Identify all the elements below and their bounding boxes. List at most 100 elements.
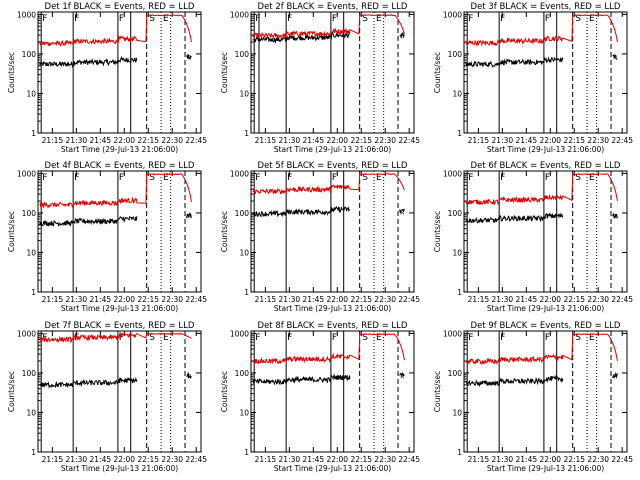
panel-5-xtick-label: 21:30 <box>279 295 301 304</box>
panel-6-ylabel: Counts/sec <box>433 211 442 252</box>
panel-9-ytick-label: 100 <box>448 369 463 378</box>
panel-6-ytick-label: 1000 <box>443 169 462 178</box>
panel-1-marker-F: F <box>74 14 79 24</box>
panel-8-xtick-label: 21:30 <box>279 455 301 464</box>
panel-3-frame <box>463 11 628 134</box>
panel-9-xtick-label: 21:30 <box>492 455 514 464</box>
panel-4-series-lld <box>39 173 192 209</box>
panel-7-xtick-label: 21:30 <box>66 455 88 464</box>
panel-6-marker-S: S <box>575 173 581 183</box>
panel-4-xtick-label: 21:15 <box>42 295 64 304</box>
panel-5-marker-R: R <box>400 209 404 216</box>
panel-2-xtick-label: 22:30 <box>374 136 396 145</box>
panel-2-series-events-tail <box>399 31 405 40</box>
panel-2-marker-F: F <box>332 14 337 24</box>
panel-4-ytick-label: 1 <box>31 288 36 297</box>
panel-5-ytick-label: 10 <box>239 248 249 257</box>
panel-2-ytick-label: 1000 <box>230 10 249 19</box>
panel-8-ytick-label: 1 <box>244 448 249 457</box>
panel-8-xtick-label: 22:15 <box>350 455 372 464</box>
panel-3-xtick-label: 21:30 <box>492 136 514 145</box>
panel-4-xtick-label: 22:15 <box>137 295 159 304</box>
panel-7-xtick-label: 22:15 <box>137 455 159 464</box>
panel-7-xtick-label: 22:00 <box>113 455 135 464</box>
panel-3-xtick-label: 22:30 <box>587 136 609 145</box>
panel-3-xtick-label: 21:45 <box>516 136 538 145</box>
panel-9-xtick-label: 22:30 <box>587 455 609 464</box>
panel-5-marker-F: F <box>287 173 292 183</box>
panel-3-series-lld <box>465 14 618 47</box>
panel-6-xtick-label: 22:45 <box>611 295 633 304</box>
panel-6-ytick-label: 10 <box>452 248 462 257</box>
panel-2-series-lld <box>252 14 405 40</box>
panel-8-ytick-label: 10 <box>239 408 249 417</box>
panel-9-series-lld <box>465 333 618 365</box>
panel-4-marker-F: F <box>42 173 47 183</box>
panel-1-xtick-label: 22:15 <box>137 136 159 145</box>
panel-9-ytick-label: 10 <box>452 408 462 417</box>
panel-4-ylabel: Counts/sec <box>7 211 16 252</box>
panel-3-ytick-label: 1000 <box>443 10 462 19</box>
panel-1-xlabel: Start Time (29-Jul-13 21:06:00) <box>61 145 178 154</box>
panel-5-xtick-label: 22:30 <box>374 295 396 304</box>
panel-3-xtick-label: 22:15 <box>563 136 585 145</box>
panel-7-ytick-label: 1 <box>31 448 36 457</box>
panel-4-xtick-label: 22:30 <box>161 295 183 304</box>
panel-1-ytick-label: 100 <box>22 50 37 59</box>
panel-9-series-events <box>465 374 564 388</box>
panel-9-marker-E: E <box>589 333 595 343</box>
panel-6-marker-E: E <box>589 173 595 183</box>
panel-5-frame <box>250 170 415 293</box>
panel-5-xtick-label: 22:00 <box>326 295 348 304</box>
panel-6-ytick-label: 1 <box>457 288 462 297</box>
panel-9-frame <box>463 330 628 453</box>
panel-4-ytick-label: 100 <box>22 209 37 218</box>
panel-8-xtick-label: 22:45 <box>398 455 420 464</box>
panel-5-series-events <box>252 205 351 218</box>
panel-1-ytick-label: 10 <box>26 89 36 98</box>
panel-9-xlabel: Start Time (29-Jul-13 21:06:00) <box>487 464 604 473</box>
panel-3-ytick-label: 10 <box>452 89 462 98</box>
panel-6-frame <box>463 170 628 293</box>
panel-9-ytick-label: 1 <box>457 448 462 457</box>
panel-7-marker-E: E <box>163 333 169 343</box>
panel-4-marker-F: F <box>74 173 79 183</box>
panel-6-xtick-label: 21:30 <box>492 295 514 304</box>
panel-1-series-events-tail <box>186 54 192 60</box>
panel-3-marker-S: S <box>575 14 581 24</box>
panel-2-xtick-label: 21:45 <box>303 136 325 145</box>
panel-6-title: Det 6f BLACK = Events, RED = LLD <box>471 161 621 171</box>
panel-9-marker-R: R <box>613 374 617 381</box>
panel-8-marker-F: F <box>287 333 292 343</box>
panel-3-xtick-label: 21:15 <box>468 136 490 145</box>
panel-2-xtick-label: 22:00 <box>326 136 348 145</box>
panel-6-ytick-label: 100 <box>448 209 463 218</box>
panel-3-ytick-label: 1 <box>457 129 462 138</box>
panel-3-title: Det 3f BLACK = Events, RED = LLD <box>471 2 621 12</box>
panel-1-marker-S: S <box>149 14 155 24</box>
panel-8-marker-F: F <box>255 333 260 343</box>
panel-7-xlabel: Start Time (29-Jul-13 21:06:00) <box>61 464 178 473</box>
panel-7-ytick-label: 10 <box>26 408 36 417</box>
panel-1-frame <box>37 11 202 134</box>
panel-4-title: Det 4f BLACK = Events, RED = LLD <box>45 161 195 171</box>
panel-2-marker-F: F <box>287 14 292 24</box>
panel-2-marker-S: S <box>362 14 368 24</box>
panel-6-xtick-label: 21:15 <box>468 295 490 304</box>
panel-7-ytick-label: 100 <box>22 369 37 378</box>
panel-5-ytick-label: 100 <box>235 209 250 218</box>
panel-3-marker-F: F <box>468 14 473 24</box>
panel-6-xtick-label: 22:00 <box>539 295 561 304</box>
panel-6-xlabel: Start Time (29-Jul-13 21:06:00) <box>487 304 604 313</box>
panel-9-xtick-label: 21:15 <box>468 455 490 464</box>
panel-5-marker-F: F <box>255 173 260 183</box>
panel-9-marker-S: S <box>575 333 581 343</box>
panel-3-marker-E: E <box>589 14 595 24</box>
panel-2-ytick-label: 100 <box>235 50 250 59</box>
panel-3-series-events <box>465 56 564 68</box>
panel-7-marker-S: S <box>149 333 155 343</box>
panel-4-marker-R: R <box>187 214 191 221</box>
panel-4-xtick-label: 22:00 <box>113 295 135 304</box>
panel-2-frame <box>250 11 415 134</box>
panel-2-xtick-label: 22:15 <box>350 136 372 145</box>
